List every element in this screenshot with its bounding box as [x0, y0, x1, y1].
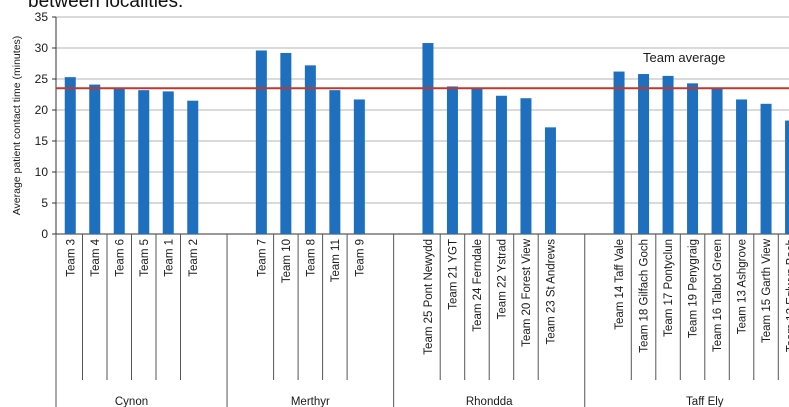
bar: [638, 74, 650, 234]
bar: [520, 98, 532, 234]
category-label: Team 24 Ferndale: [472, 239, 484, 332]
category-label: Team 8: [305, 239, 317, 277]
category-label: Team 21 YGT: [447, 239, 459, 310]
category-label: Team 9: [354, 239, 366, 277]
y-tick-label: 5: [41, 196, 48, 210]
category-label: Team 17 Pontyclun: [663, 239, 675, 337]
y-tick-label: 20: [35, 103, 49, 117]
bar: [304, 65, 316, 234]
bar: [329, 90, 341, 234]
category-label: Team 6: [114, 239, 126, 277]
bar: [711, 88, 723, 234]
category-label: Team 13 Ashgrove: [737, 239, 749, 334]
bar: [64, 77, 76, 234]
group-label: Rhondda: [466, 396, 513, 407]
bar: [662, 75, 674, 235]
category-label: Team 10: [281, 239, 293, 283]
bar: [495, 95, 507, 235]
category-label: Team 25 Pont Newydd: [423, 239, 435, 355]
group-label: Cynon: [115, 396, 148, 407]
reference-line-label: Team average: [643, 50, 725, 65]
group-labels: Cynon Merthyr Rhondda Taff Ely: [55, 234, 724, 407]
category-label: Team 15 Garth View: [761, 238, 773, 343]
bars: [64, 43, 789, 235]
bar: [255, 50, 267, 235]
bar: [113, 88, 125, 234]
bar: [187, 100, 199, 234]
y-tick-label: 25: [35, 72, 49, 86]
category-label: Team 12 Eglwys Bach: [786, 239, 789, 352]
category-labels: Team 3 Team 4 Team 6 Team 5 Team 1 Team 2 Team…: [65, 234, 789, 380]
group-label: Merthyr: [291, 396, 330, 407]
bar: [760, 103, 772, 234]
chart-caption: between localities.: [28, 0, 184, 12]
bar: [613, 71, 625, 234]
y-axis-label: Average patient contact time (minutes): [11, 36, 23, 216]
category-label: Team 18 Gilfach Goch: [639, 239, 651, 353]
category-label: Team 23 St Andrews: [545, 239, 557, 345]
category-label: Team 1: [163, 239, 175, 277]
category-label: Team 3: [65, 239, 77, 277]
bar: [89, 84, 101, 234]
bar: [736, 99, 748, 235]
y-tick-label: 35: [35, 10, 49, 24]
reference-line-group: Team average: [56, 50, 789, 90]
bar: [785, 120, 789, 234]
bar: [422, 43, 434, 234]
bar: [544, 127, 556, 234]
y-tick-label: 10: [35, 165, 49, 179]
category-label: Team 19 Penygraig: [688, 239, 700, 338]
category-label: Team 22 Ystrad: [496, 239, 508, 319]
category-label: Team 4: [90, 238, 102, 276]
group-label: Taff Ely: [686, 396, 724, 407]
category-label: Team 20 Forest View: [521, 238, 533, 347]
bar: [353, 99, 365, 235]
category-label: Team 11: [330, 239, 342, 282]
bar: [446, 86, 458, 234]
y-tick-label: 30: [35, 41, 49, 55]
category-label: Team 2: [188, 239, 200, 277]
bar: [687, 83, 699, 234]
category-label: Team 14 Taff Vale: [614, 239, 626, 330]
bar: [280, 52, 292, 235]
bar: [162, 91, 174, 235]
category-label: Team 5: [139, 239, 151, 277]
bar: [471, 88, 483, 234]
bar: [138, 90, 150, 234]
category-label: Team 7: [256, 239, 268, 277]
y-tick-label: 15: [35, 134, 49, 148]
category-label: Team 16 Talbot Green: [712, 239, 724, 352]
y-tick-label: 0: [41, 227, 48, 241]
